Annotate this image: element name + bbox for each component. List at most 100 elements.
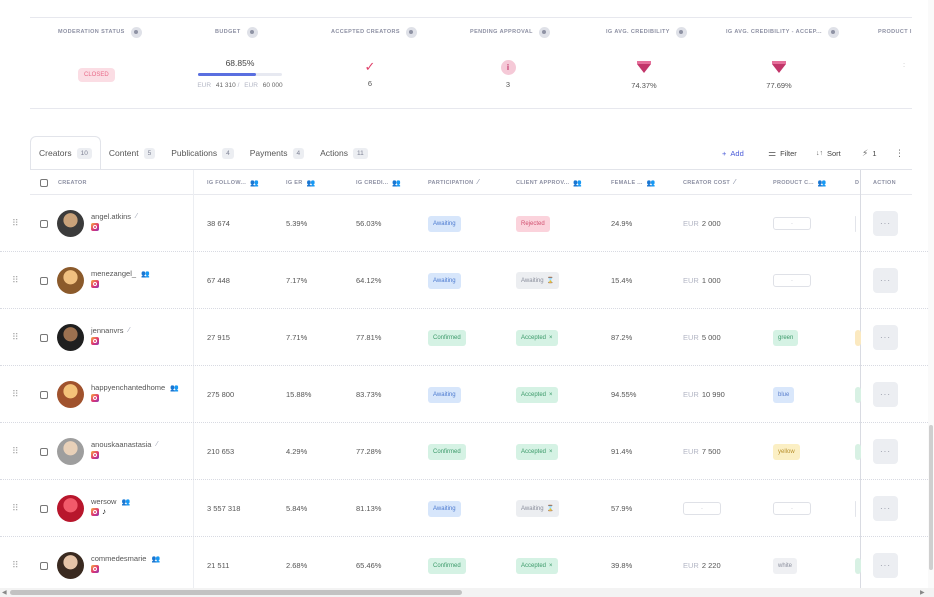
participation-status[interactable]: Awaiting [428, 215, 461, 232]
participation-status[interactable]: Awaiting [428, 386, 461, 403]
table-row[interactable]: ⠿ wersow 👥 ♪ 3 557 318 5.84% 81.13% Awaiting Awa… [0, 480, 934, 537]
creator-cost[interactable]: EUR 1 000 [683, 252, 721, 309]
table-row[interactable]: ⠿ anouskaanastasia ⁄ 210 653 4.29% 77.28% Conf… [0, 423, 934, 480]
product-cell[interactable]: green [773, 309, 799, 366]
col-participation[interactable]: PARTICIPATION ⁄ [428, 170, 479, 195]
product-cell[interactable]: - [773, 195, 811, 252]
tab-content[interactable]: Content 5 [101, 136, 163, 170]
pin-icon[interactable] [538, 26, 550, 38]
instagram-icon[interactable] [91, 394, 99, 402]
client-approval-status[interactable]: Rejected [516, 215, 550, 232]
product-empty-field[interactable]: - [773, 274, 811, 287]
instagram-icon[interactable] [91, 565, 99, 573]
avatar[interactable] [57, 552, 84, 579]
creator-name[interactable]: wersow [91, 497, 117, 506]
drag-handle-icon[interactable]: ⠿ [12, 218, 19, 228]
checkbox[interactable] [40, 276, 48, 285]
product-color-tag[interactable]: yellow [773, 443, 800, 460]
more-icon[interactable]: ··· [873, 382, 898, 407]
row-select[interactable] [40, 537, 48, 594]
product-color-tag[interactable]: blue [773, 386, 795, 403]
sort-button[interactable]: ↓↑ Sort [816, 146, 841, 160]
participation-status[interactable]: Confirmed [428, 557, 466, 574]
creator-cost[interactable]: EUR 2 000 [683, 195, 721, 252]
tab-payments[interactable]: Payments 4 [242, 136, 312, 170]
drag-handle-icon[interactable]: ⠿ [12, 332, 19, 342]
creator-name[interactable]: anouskaanastasia [91, 440, 152, 449]
pin-icon[interactable] [827, 26, 839, 38]
checkbox[interactable] [40, 219, 48, 228]
product-cell[interactable]: white [773, 537, 798, 594]
participation-status[interactable]: Confirmed [428, 443, 466, 460]
avatar[interactable] [57, 381, 84, 408]
vertical-scroll-thumb[interactable] [929, 425, 933, 570]
instagram-icon[interactable] [91, 337, 99, 345]
select-all-checkbox[interactable] [40, 170, 48, 195]
tiktok-icon[interactable]: ♪ [102, 507, 106, 516]
checkbox[interactable] [40, 178, 48, 187]
product-cell[interactable]: - [773, 480, 811, 537]
horizontal-scroll-thumb[interactable] [10, 590, 462, 595]
tab-publications[interactable]: Publications 4 [163, 136, 241, 170]
client-approval-status[interactable]: Awaiting ⌛ [516, 500, 560, 517]
creator-handle[interactable]: menezangel_ 👥 [91, 269, 150, 278]
product-empty-field[interactable]: - [773, 217, 811, 230]
drag-handle-icon[interactable]: ⠿ [12, 275, 19, 285]
participation-status[interactable]: Confirmed [428, 329, 466, 346]
drag-handle-icon[interactable]: ⠿ [12, 560, 19, 570]
pin-icon[interactable] [246, 26, 258, 38]
drag-handle-icon[interactable]: ⠿ [12, 389, 19, 399]
checkbox[interactable] [40, 333, 48, 342]
client-approval-status[interactable]: Accepted × [516, 443, 558, 460]
creator-cost[interactable]: EUR 7 500 [683, 423, 721, 480]
creator-name[interactable]: happyenchantedhome [91, 383, 166, 392]
more-icon[interactable]: ··· [873, 325, 898, 350]
creator-name[interactable]: commedesmarie [91, 554, 147, 563]
product-color-tag[interactable]: green [773, 329, 799, 346]
creator-cost[interactable]: EUR 10 990 [683, 366, 725, 423]
avatar[interactable] [57, 495, 84, 522]
row-select[interactable] [40, 309, 48, 366]
creator-handle[interactable]: happyenchantedhome 👥 [91, 383, 179, 392]
client-approval-status[interactable]: Accepted × [516, 557, 558, 574]
row-select[interactable] [40, 366, 48, 423]
instagram-icon[interactable] [91, 451, 99, 459]
checkbox[interactable] [40, 504, 48, 513]
participation-status[interactable]: Awaiting [428, 500, 461, 517]
instagram-icon[interactable] [91, 280, 99, 288]
table-row[interactable]: ⠿ angel.atkins ⁄ 38 674 5.39% 56.03% Awaiting R… [0, 195, 934, 252]
product-cell[interactable]: blue [773, 366, 795, 423]
drag-handle-icon[interactable]: ⠿ [12, 446, 19, 456]
tab-creators[interactable]: Creators 10 [30, 136, 101, 170]
add-button[interactable]: + Add [722, 146, 744, 160]
row-select[interactable] [40, 423, 48, 480]
table-row[interactable]: ⠿ jennanvrs ⁄ 27 915 7.71% 77.81% Confirmed Acc… [0, 309, 934, 366]
pin-icon[interactable] [130, 26, 142, 38]
col-ig-followers[interactable]: IG FOLLOW... 👥 [207, 170, 259, 195]
creator-cost[interactable]: EUR 2 220 [683, 537, 721, 594]
table-row[interactable]: ⠿ menezangel_ 👥 67 448 7.17% 64.12% Awaiting Aw… [0, 252, 934, 309]
row-select[interactable] [40, 480, 48, 537]
creator-name[interactable]: jennanvrs [91, 326, 124, 335]
pin-icon[interactable] [675, 26, 687, 38]
creator-cost[interactable]: - [683, 480, 721, 537]
row-select[interactable] [40, 195, 48, 252]
client-approval-status[interactable]: Accepted × [516, 386, 558, 403]
avatar[interactable] [57, 267, 84, 294]
avatar[interactable] [57, 438, 84, 465]
col-product[interactable]: PRODUCT C... 👥 [773, 170, 827, 195]
drag-handle-icon[interactable]: ⠿ [12, 503, 19, 513]
checkbox[interactable] [40, 561, 48, 570]
tab-actions[interactable]: Actions 11 [312, 136, 376, 170]
client-approval-status[interactable]: Accepted × [516, 329, 558, 346]
checkbox[interactable] [40, 447, 48, 456]
col-female[interactable]: FEMALE ... 👥 [611, 170, 656, 195]
filter-button[interactable]: ⚌ Filter [768, 146, 797, 160]
product-cell[interactable]: - [773, 252, 811, 309]
client-approval-status[interactable]: Awaiting ⌛ [516, 272, 560, 289]
instagram-icon[interactable] [91, 223, 99, 231]
cost-empty-field[interactable]: - [683, 502, 721, 515]
product-cell[interactable]: yellow [773, 423, 800, 480]
creator-handle[interactable]: angel.atkins ⁄ [91, 212, 137, 221]
row-select[interactable] [40, 252, 48, 309]
